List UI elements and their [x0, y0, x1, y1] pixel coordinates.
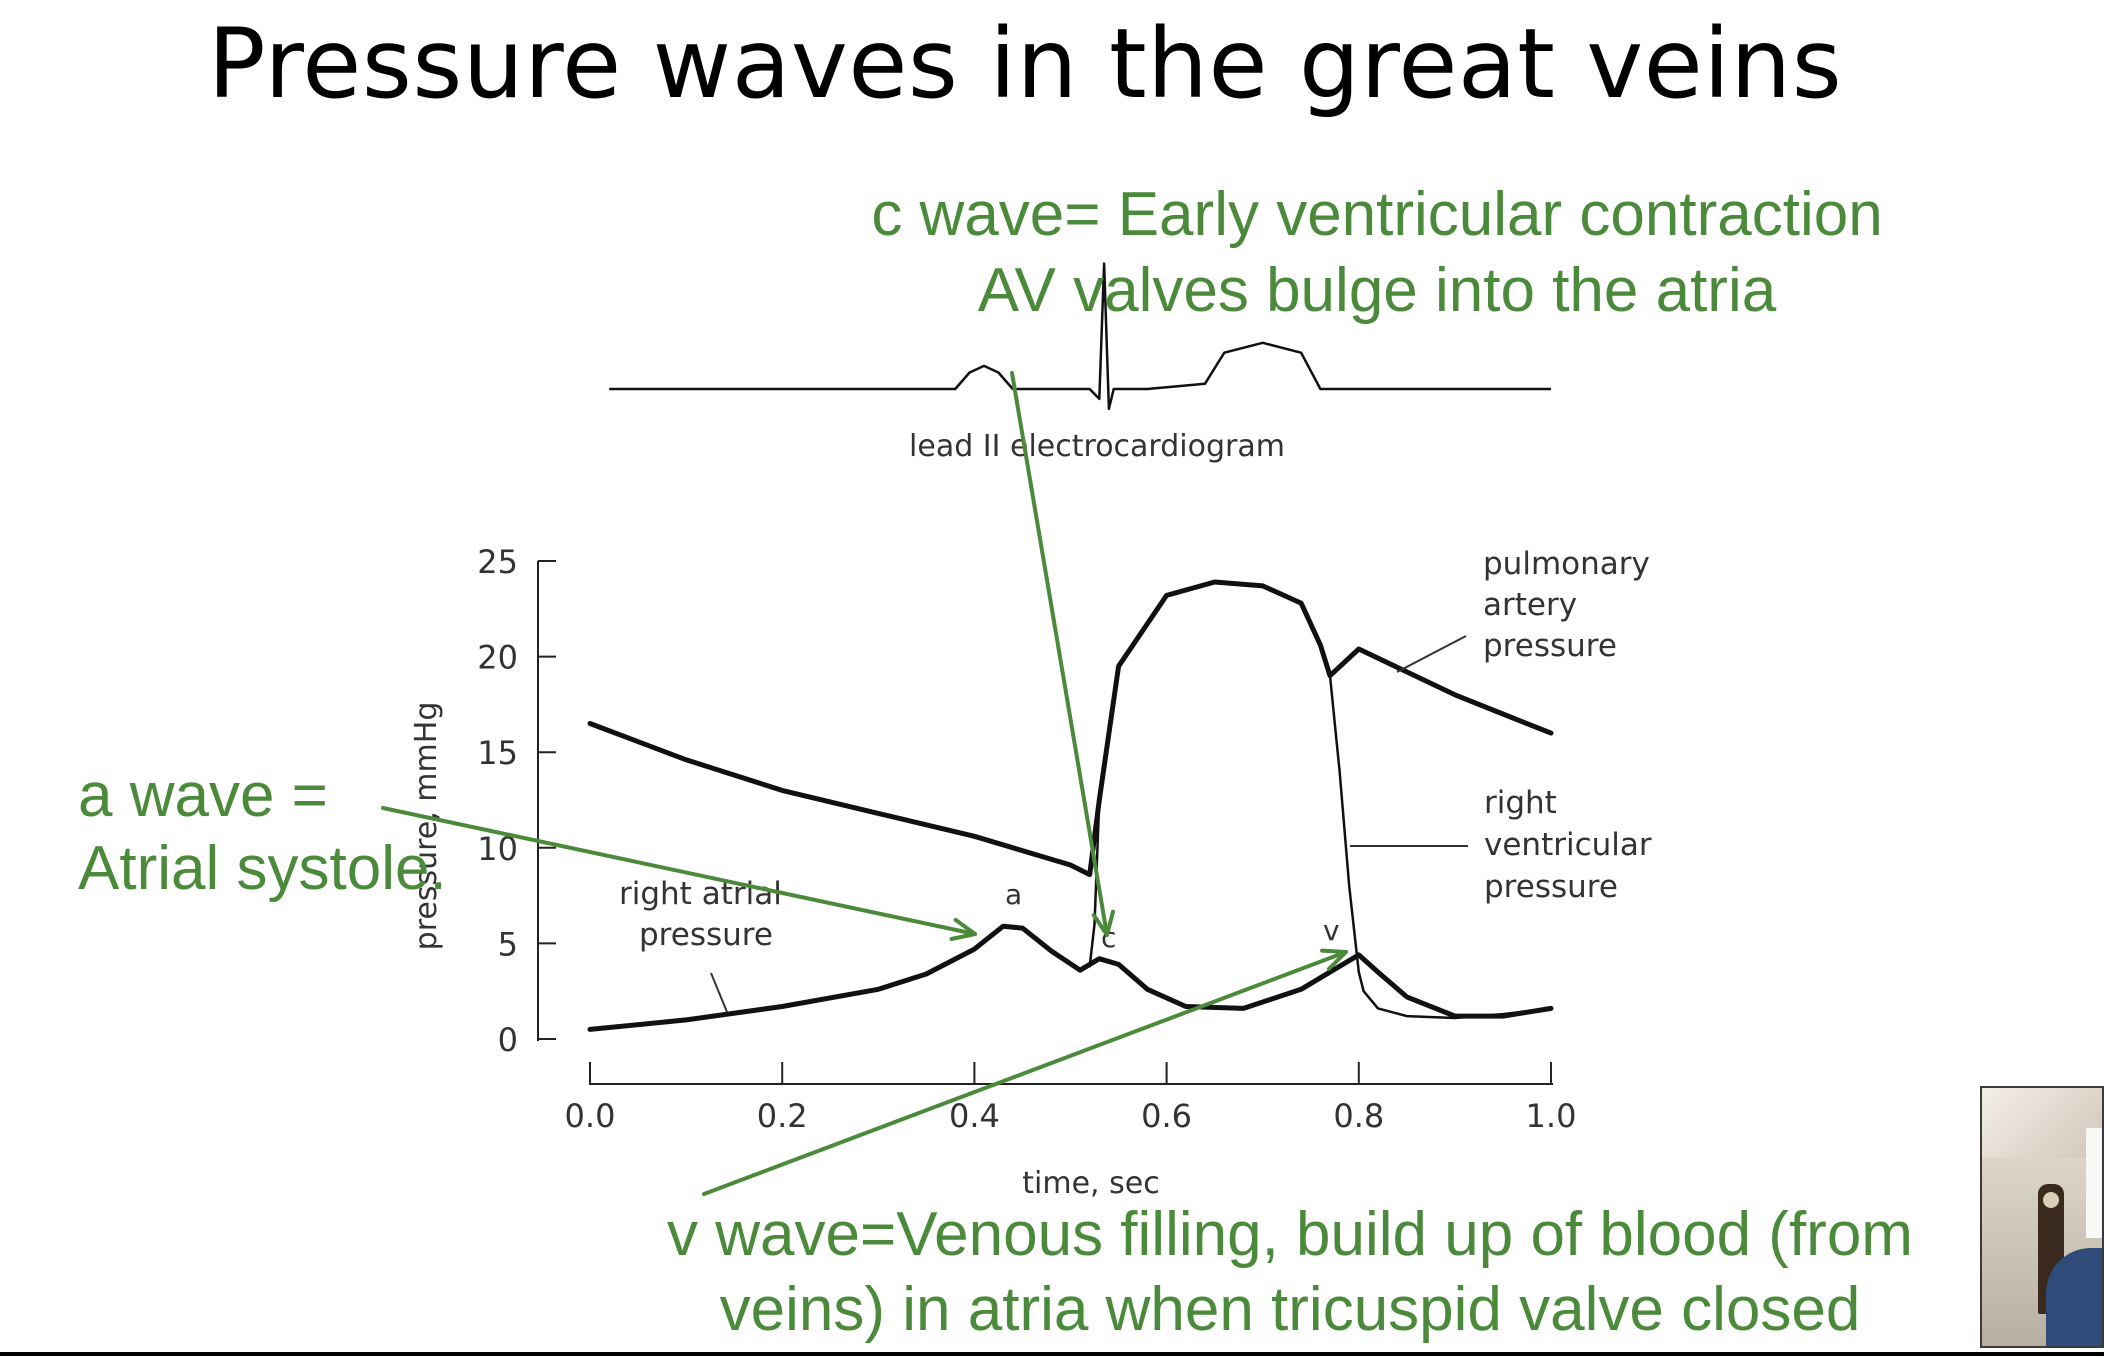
person-icon [2046, 1248, 2102, 1346]
right-atrial-line [587, 923, 1554, 1032]
chart-labels-group: pulmonary artery pressure right ventricular p… [619, 546, 1652, 1013]
a-wave-text-line2: Atrial systole. [78, 834, 447, 903]
ecg-trace-line [609, 262, 1551, 411]
x-tick-label: 0.2 [757, 1097, 808, 1135]
wave-letter-v: v [1323, 914, 1340, 947]
rv-label-line1: right [1484, 785, 1557, 821]
v-wave-arrow [702, 950, 1348, 1196]
slide-title: Pressure waves in the great veins [207, 8, 1843, 120]
pa-leader-line [1396, 635, 1467, 673]
webcam-window [2086, 1128, 2102, 1238]
x-tick-label: 1.0 [1526, 1097, 1577, 1135]
y-axis-label: pressure, mmHg [409, 702, 444, 951]
ecg-trace-group: lead II electrocardiogram [609, 262, 1551, 464]
c-wave-arrow [1010, 371, 1109, 937]
pa-label-line1: pulmonary [1483, 546, 1650, 582]
c-wave-arrow-head [1091, 909, 1115, 937]
annotations-group: c wave= Early ventricular contraction AV … [78, 180, 1913, 1344]
webcam-thumbnail [1980, 1086, 2104, 1348]
a-wave-arrow [381, 806, 977, 936]
right-ventricular-line [1088, 580, 1553, 1020]
ra-leader-line [710, 972, 728, 1013]
x-tick-label: 0.8 [1333, 1097, 1384, 1135]
bottom-divider [0, 1352, 2104, 1356]
y-tick-label: 15 [477, 734, 518, 772]
x-axis-label: time, sec [1022, 1166, 1159, 1201]
webcam-ceiling [1982, 1088, 2102, 1158]
a-wave-arrow-head [949, 917, 977, 942]
pa-label-line3: pressure [1483, 628, 1617, 664]
c-wave-text-line2: AV valves bulge into the atria [978, 256, 1777, 325]
v-wave-text-line1: v wave=Venous filling, build up of blood… [667, 1200, 1913, 1269]
ra-label-line2: pressure [639, 917, 773, 953]
rv-label-line3: pressure [1484, 869, 1618, 905]
y-tick-label: 20 [477, 639, 518, 677]
c-wave-text-line1: c wave= Early ventricular contraction [871, 180, 1882, 249]
wave-letter-a: a [1005, 878, 1022, 911]
v-wave-text-line2: veins) in atria when tricuspid valve clo… [720, 1275, 1861, 1344]
ra-label-line1: right atrial [619, 876, 782, 912]
y-tick-label: 0 [498, 1021, 518, 1059]
rv-label-line2: ventricular [1484, 827, 1652, 863]
pa-label-line2: artery [1483, 587, 1577, 623]
x-tick-label: 0.4 [949, 1097, 1000, 1135]
a-wave-text-line1: a wave = [78, 761, 328, 830]
y-tick-label: 25 [477, 543, 518, 581]
x-tick-label: 0.6 [1141, 1097, 1192, 1135]
y-tick-label: 5 [498, 925, 518, 963]
ecg-label: lead II electrocardiogram [909, 429, 1285, 464]
x-tick-label: 0.0 [565, 1097, 616, 1135]
series-group [587, 579, 1554, 1032]
v-wave-arrow-head [1320, 948, 1348, 971]
